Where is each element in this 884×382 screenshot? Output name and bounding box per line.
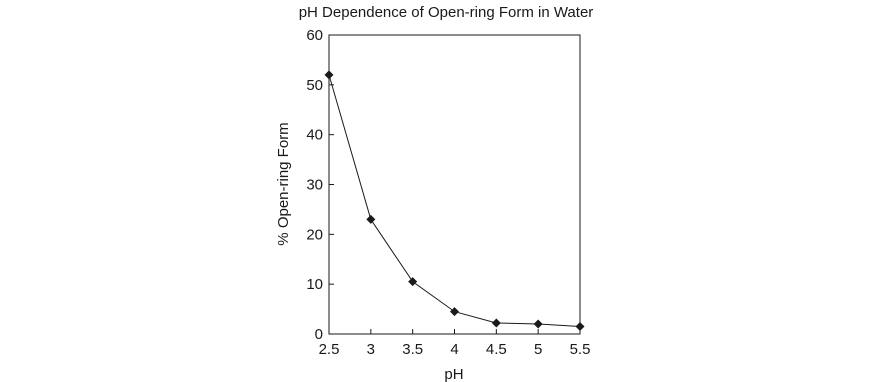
series-line-group <box>328 74 581 327</box>
data-point-marker <box>366 214 376 224</box>
data-point-marker <box>324 70 334 80</box>
y-tick-label: 60 <box>306 27 323 44</box>
x-axis-label: pH <box>444 366 463 382</box>
chart-title: pH Dependence of Open-ring Form in Water <box>299 4 594 21</box>
x-tick-label: 4 <box>450 341 458 358</box>
x-tick-label: 2.5 <box>319 341 340 358</box>
y-tick-label: 30 <box>306 177 323 194</box>
x-tick-label: 3.5 <box>402 341 423 358</box>
y-tick-label: 0 <box>315 326 323 343</box>
y-tick-label: 10 <box>306 276 323 293</box>
plot-frame <box>328 34 581 335</box>
y-axis-ticks: 0 10 20 30 40 50 60 <box>306 27 334 343</box>
data-point-marker <box>575 322 585 332</box>
y-tick-label: 50 <box>306 77 323 94</box>
data-point-marker <box>450 307 459 317</box>
data-point-marker <box>491 318 501 328</box>
y-axis-label: % Open-ring Form <box>275 122 292 245</box>
data-point-marker <box>408 277 418 287</box>
series-line <box>328 74 581 327</box>
y-tick-label: 20 <box>306 226 323 243</box>
x-tick-label: 3 <box>367 341 375 358</box>
y-tick-label: 40 <box>306 127 323 144</box>
x-tick-label: 4.5 <box>486 341 507 358</box>
data-point-marker <box>533 319 543 329</box>
x-axis-ticks: 2.5 3 3.5 4 4.5 5 5.5 <box>319 329 591 358</box>
x-tick-label: 5.5 <box>570 341 591 358</box>
series-points-group <box>324 70 585 332</box>
x-tick-label: 5 <box>534 341 542 358</box>
